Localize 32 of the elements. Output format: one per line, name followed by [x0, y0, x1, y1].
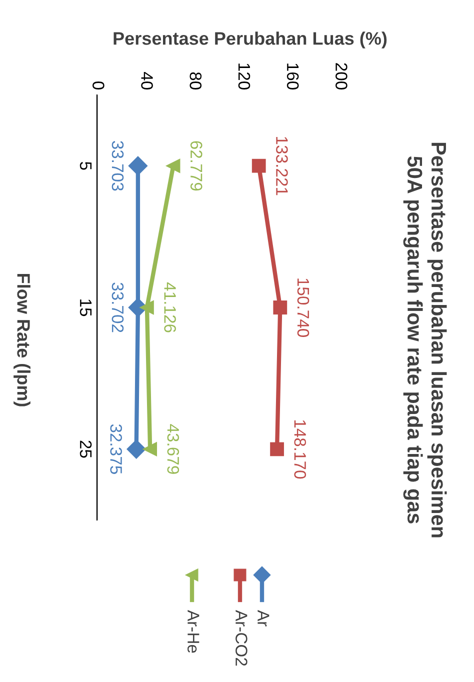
- y-tick-label: 5: [80, 162, 92, 170]
- y-tick-label: 15: [80, 300, 92, 316]
- data-label: 33.703: [112, 140, 124, 191]
- legend-label: Ar-He: [188, 610, 200, 653]
- data-label: 33.702: [112, 282, 124, 332]
- point: [270, 442, 284, 456]
- x-tick-label: 200: [336, 63, 348, 90]
- data-label: 43.679: [167, 424, 180, 474]
- x-tick-label: 80: [190, 72, 202, 90]
- point: [126, 440, 146, 459]
- y-axis-title: Flow Rate (lpm): [14, 274, 30, 406]
- data-label: 62.779: [190, 141, 202, 191]
- x-tick-label: 40: [141, 72, 153, 90]
- legend-label: Ar: [258, 610, 270, 626]
- point: [273, 300, 288, 314]
- data-label: 41.126: [164, 282, 176, 332]
- x-tick-label: 0: [92, 82, 104, 90]
- point: [140, 300, 154, 314]
- data-label: 150.740: [297, 278, 310, 337]
- point: [252, 158, 266, 173]
- y-tick-label: 25: [80, 440, 92, 458]
- data-label: 148.170: [294, 420, 306, 479]
- data-label: 32.375: [110, 424, 122, 474]
- point: [166, 158, 180, 173]
- text: Persentase perubahan luasan spesimen 50A pengaruh flow rate pada tiap gas: [403, 142, 447, 538]
- x-tick-label: 120: [238, 64, 250, 90]
- legend-label: Ar-CO2: [236, 610, 248, 666]
- data-label: 133.221: [276, 136, 288, 196]
- x-tick-label: 160: [286, 64, 299, 90]
- point: [128, 156, 148, 176]
- point: [143, 442, 158, 456]
- x-axis-title: Persentase Perubahan Luas (%): [114, 32, 387, 48]
